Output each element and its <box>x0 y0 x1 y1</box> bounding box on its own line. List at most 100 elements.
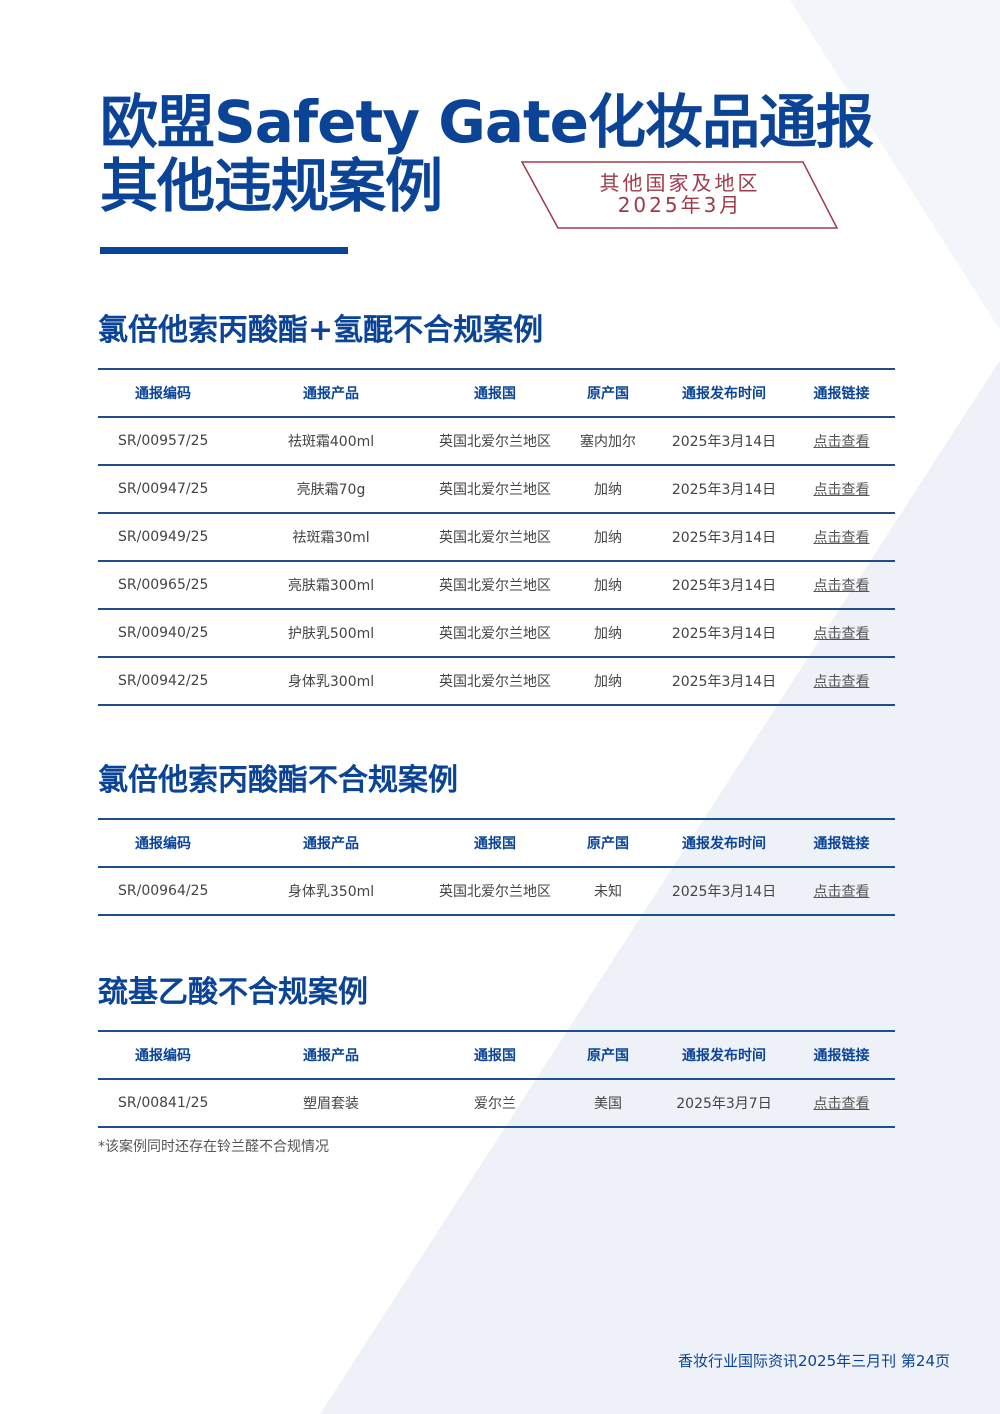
table-cell: 亮肤霜70g <box>228 464 434 514</box>
section-heading: 巯基乙酸不合规案例 <box>98 975 368 1010</box>
table-header: 通报编码 通报产品 通报国 原产国 通报发布时间 通报链接 <box>98 368 895 418</box>
table-cell: 加纳 <box>556 608 660 658</box>
link-cell: 点击查看 <box>788 608 895 658</box>
page-title: 欧盟Safety Gate化妆品通报 其他违规案例 <box>100 88 874 220</box>
table-cell: 2025年3月14日 <box>660 656 788 706</box>
table-cell: 身体乳300ml <box>228 656 434 706</box>
column-header: 通报编码 <box>98 368 228 418</box>
link-cell: 点击查看 <box>788 656 895 706</box>
cases-table: 通报编码 通报产品 通报国 原产国 通报发布时间 通报链接 SR/00957/25 祛斑霜40… <box>98 368 895 706</box>
title-line-1: 欧盟Safety Gate化妆品通报 <box>100 88 874 156</box>
table-cell: 护肤乳500ml <box>228 608 434 658</box>
table-cell: 塞内加尔 <box>556 416 660 466</box>
table-cell: 加纳 <box>556 512 660 562</box>
badge-date: 2025年3月 <box>617 193 743 217</box>
cases-table: 通报编码 通报产品 通报国 原产国 通报发布时间 通报链接 SR/00964/25 身体乳35… <box>98 818 895 916</box>
table-cell: 亮肤霜300ml <box>228 560 434 610</box>
section-heading: 氯倍他索丙酸酯不合规案例 <box>98 763 458 798</box>
column-header: 通报编码 <box>98 818 228 868</box>
table-cell: 加纳 <box>556 464 660 514</box>
column-header: 通报产品 <box>228 368 434 418</box>
title-line-2: 其他违规案例 <box>100 152 443 220</box>
column-header: 通报链接 <box>788 818 895 868</box>
table-cell: 2025年3月14日 <box>660 416 788 466</box>
link-cell: 点击查看 <box>788 464 895 514</box>
table-cell: 加纳 <box>556 560 660 610</box>
cases-table: 通报编码 通报产品 通报国 原产国 通报发布时间 通报链接 SR/00841/25 塑眉套装爱… <box>98 1030 895 1128</box>
table-cell: SR/00964/25 <box>98 866 228 916</box>
link-cell: 点击查看 <box>788 512 895 562</box>
table-cell: 2025年3月14日 <box>660 608 788 658</box>
table-header: 通报编码 通报产品 通报国 原产国 通报发布时间 通报链接 <box>98 1030 895 1080</box>
table-cell: 塑眉套装 <box>228 1078 434 1128</box>
link-cell: 点击查看 <box>788 560 895 610</box>
link-cell: 点击查看 <box>788 866 895 916</box>
table-header: 通报编码 通报产品 通报国 原产国 通报发布时间 通报链接 <box>98 818 895 868</box>
column-header: 通报产品 <box>228 818 434 868</box>
link-cell: 点击查看 <box>788 1078 895 1128</box>
table-cell: 英国北爱尔兰地区 <box>434 416 556 466</box>
view-link[interactable]: 点击查看 <box>813 434 870 450</box>
table-cell: 加纳 <box>556 656 660 706</box>
table-row: SR/00947/25 亮肤霜70g 英国北爱尔兰地区 加纳 2025年3月14日 点击查… <box>98 464 895 514</box>
table-cell: SR/00841/25 <box>98 1078 228 1128</box>
title-underline <box>100 247 348 254</box>
badge-frame <box>520 161 839 229</box>
view-link[interactable]: 点击查看 <box>813 626 870 642</box>
column-header: 通报链接 <box>788 1030 895 1080</box>
column-header: 通报编码 <box>98 1030 228 1080</box>
column-header: 原产国 <box>556 368 660 418</box>
view-link[interactable]: 点击查看 <box>813 482 870 498</box>
column-header: 原产国 <box>556 818 660 868</box>
table-cell: 身体乳350ml <box>228 866 434 916</box>
column-header: 通报国 <box>434 818 556 868</box>
table-row: SR/00940/25 护肤乳500ml 英国北爱尔兰地区 加纳 2025年3月14日 点… <box>98 608 895 658</box>
table-row: SR/00964/25 身体乳350ml 英国北爱尔兰地区 未知 2025年3月14日 点… <box>98 866 895 916</box>
badge-region: 其他国家及地区 <box>599 171 761 195</box>
column-header: 通报链接 <box>788 368 895 418</box>
table-cell: 未知 <box>556 866 660 916</box>
table-row: SR/00841/25 塑眉套装 爱尔兰 美国 2025年3月7日 点击查看 <box>98 1078 895 1128</box>
table-cell: SR/00942/25 <box>98 656 228 706</box>
view-link[interactable]: 点击查看 <box>813 578 870 594</box>
view-link[interactable]: 点击查看 <box>813 530 870 546</box>
column-header: 通报发布时间 <box>660 368 788 418</box>
table-cell: 英国北爱尔兰地区 <box>434 464 556 514</box>
table-row: SR/00942/25 身体乳300ml 英国北爱尔兰地区 加纳 2025年3月14日 点… <box>98 656 895 706</box>
view-link[interactable]: 点击查看 <box>813 674 870 690</box>
table-cell: 英国北爱尔兰地区 <box>434 608 556 658</box>
table-cell: SR/00957/25 <box>98 416 228 466</box>
link-cell: 点击查看 <box>788 416 895 466</box>
table-cell: SR/00965/25 <box>98 560 228 610</box>
table-cell: 祛斑霜30ml <box>228 512 434 562</box>
page-footer: 香妆行业国际资讯2025年三月刊 第24页 <box>677 1352 950 1370</box>
column-header: 通报发布时间 <box>660 1030 788 1080</box>
table-cell: 2025年3月14日 <box>660 512 788 562</box>
table-row: SR/00949/25 祛斑霜30ml 英国北爱尔兰地区 加纳 2025年3月14日 点击… <box>98 512 895 562</box>
table-cell: 2025年3月14日 <box>660 464 788 514</box>
table-cell: 英国北爱尔兰地区 <box>434 656 556 706</box>
region-date-badge: 其他国家及地区 2025年3月 <box>560 172 800 216</box>
table-row: SR/00965/25 亮肤霜300ml 英国北爱尔兰地区 加纳 2025年3月14日 点… <box>98 560 895 610</box>
table-cell: SR/00947/25 <box>98 464 228 514</box>
table-cell: 爱尔兰 <box>434 1078 556 1128</box>
table-cell: 2025年3月7日 <box>660 1078 788 1128</box>
table-cell: 英国北爱尔兰地区 <box>434 866 556 916</box>
column-header: 通报国 <box>434 368 556 418</box>
table-cell: 2025年3月14日 <box>660 866 788 916</box>
section-heading: 氯倍他索丙酸酯+氢醌不合规案例 <box>98 313 544 348</box>
column-header: 通报国 <box>434 1030 556 1080</box>
column-header: 通报发布时间 <box>660 818 788 868</box>
view-link[interactable]: 点击查看 <box>813 884 870 900</box>
table-cell: SR/00940/25 <box>98 608 228 658</box>
table-cell: 祛斑霜400ml <box>228 416 434 466</box>
table-row: SR/00957/25 祛斑霜400ml 英国北爱尔兰地区 塞内加尔 2025年3月14… <box>98 416 895 466</box>
column-header: 通报产品 <box>228 1030 434 1080</box>
view-link[interactable]: 点击查看 <box>813 1096 870 1112</box>
table-cell: SR/00949/25 <box>98 512 228 562</box>
column-header: 原产国 <box>556 1030 660 1080</box>
footnote: *该案例同时还存在铃兰醛不合规情况 <box>98 1139 329 1155</box>
table-cell: 2025年3月14日 <box>660 560 788 610</box>
table-cell: 英国北爱尔兰地区 <box>434 560 556 610</box>
table-cell: 英国北爱尔兰地区 <box>434 512 556 562</box>
